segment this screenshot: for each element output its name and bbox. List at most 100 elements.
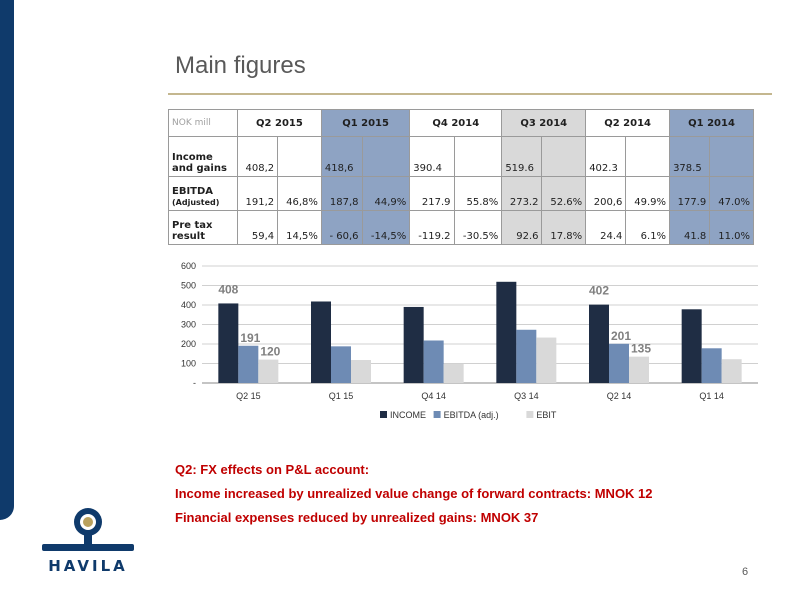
bar <box>443 363 464 383</box>
bar <box>311 301 331 383</box>
cell-pct: 46,8% <box>277 176 322 211</box>
table-corner-label: NOK mill <box>168 109 238 137</box>
y-tick-label: 200 <box>181 339 196 349</box>
x-tick-label: Q1 15 <box>329 391 354 401</box>
cell-pct: 11.0% <box>709 210 754 245</box>
bar <box>629 356 649 383</box>
period-header: Q2 2015 <box>237 109 322 137</box>
y-tick-label: 400 <box>181 300 196 310</box>
bar <box>681 309 702 383</box>
cell-pct <box>453 136 503 177</box>
cell-pct <box>625 136 671 177</box>
row-label: EBITDA (Adjusted) <box>168 176 238 211</box>
cell-pct: 44,9% <box>361 176 411 211</box>
bar <box>258 359 279 383</box>
bar <box>721 359 742 383</box>
period-header: Q2 2014 <box>585 109 671 137</box>
legend-label: INCOME <box>390 410 426 420</box>
legend-label: EBIT <box>536 410 557 420</box>
cell-pct: 49.9% <box>625 176 671 211</box>
fx-notes: Q2: FX effects on P&L account: Income in… <box>175 462 653 534</box>
bar <box>609 343 629 383</box>
cell-pct <box>709 136 754 177</box>
cell-value: 41.8 <box>669 210 711 245</box>
page-title: Main figures <box>175 52 306 79</box>
cell-value: 408,2 <box>236 136 279 177</box>
cell-value: 273.2 <box>501 176 543 211</box>
x-tick-label: Q2 14 <box>607 391 632 401</box>
bar <box>403 306 424 383</box>
cell-pct: -30.5% <box>453 210 503 245</box>
legend-swatch <box>433 411 441 418</box>
table-row-ebitda: EBITDA (Adjusted) 191,2 46,8% 187,8 44,9%… <box>168 176 754 211</box>
cell-pct <box>361 136 411 177</box>
bar <box>238 345 259 383</box>
period-header: Q4 2014 <box>409 109 503 137</box>
x-tick-label: Q1 14 <box>699 391 724 401</box>
data-label: 402 <box>589 284 609 298</box>
period-header: Q3 2014 <box>501 109 587 137</box>
y-tick-label: 500 <box>181 281 196 291</box>
legend-swatch <box>380 411 387 418</box>
cell-pct: -14,5% <box>361 210 411 245</box>
cell-value: 200,6 <box>585 176 627 211</box>
cell-value: 191,2 <box>236 176 279 211</box>
cell-value: 92.6 <box>501 210 543 245</box>
table-row-income: Income and gains 408,2 418,6 390.4 519.6… <box>168 136 754 177</box>
y-tick-label: 300 <box>181 320 196 330</box>
notes-line: Income increased by unrealized value cha… <box>175 486 653 501</box>
y-tick-label: - <box>193 378 196 388</box>
cell-value: - 60,6 <box>320 210 363 245</box>
cell-value: 187,8 <box>320 176 363 211</box>
bar <box>423 340 444 383</box>
bar <box>496 281 517 383</box>
income-ebitda-ebit-chart: - 100 200 300 400 500 600 Q2 15 Q1 15 Q4 14 Q3 14 Q… <box>181 261 758 420</box>
cell-value: 24.4 <box>585 210 627 245</box>
cell-pct <box>277 136 322 177</box>
data-label: 201 <box>611 329 631 343</box>
bar <box>351 359 371 383</box>
bar <box>331 346 351 383</box>
logo-text: HAVILA <box>48 557 128 575</box>
cell-pct: 47.0% <box>709 176 754 211</box>
bar <box>589 304 609 383</box>
page-number: 6 <box>742 566 749 578</box>
row-label: Income and gains <box>168 136 238 177</box>
data-label: 120 <box>260 345 280 359</box>
cell-pct: 52.6% <box>541 176 587 211</box>
main-figures-table: NOK mill Q2 2015 Q1 2015 Q4 2014 Q3 2014… <box>168 109 754 245</box>
period-header: Q1 2015 <box>320 109 411 137</box>
legend-label: EBITDA (adj.) <box>444 410 499 420</box>
notes-line: Financial expenses reduced by unrealized… <box>175 510 539 525</box>
table-row-pretax: Pre tax result 59,4 14,5% - 60,6 -14,5% … <box>168 210 754 245</box>
data-label: 191 <box>240 331 260 345</box>
legend-swatch <box>526 411 534 418</box>
cell-pct <box>541 136 587 177</box>
data-label: 135 <box>631 342 651 356</box>
cell-value: 418,6 <box>320 136 363 177</box>
x-tick-label: Q4 14 <box>421 391 446 401</box>
title-divider <box>168 93 772 95</box>
cell-pct: 17.8% <box>541 210 587 245</box>
notes-heading: Q2: FX effects on P&L account: <box>175 462 370 477</box>
cell-value: 390.4 <box>409 136 455 177</box>
cell-value: 378.5 <box>669 136 711 177</box>
y-tick-label: 600 <box>181 261 196 271</box>
cell-value: 59,4 <box>236 210 279 245</box>
data-label: 408 <box>218 282 238 296</box>
period-header: Q1 2014 <box>669 109 754 137</box>
table-header-row: NOK mill Q2 2015 Q1 2015 Q4 2014 Q3 2014… <box>168 109 754 137</box>
x-tick-label: Q2 15 <box>236 391 261 401</box>
bar <box>536 337 557 383</box>
cell-value: -119.2 <box>409 210 455 245</box>
left-accent-bar <box>0 0 14 520</box>
bar <box>701 348 722 383</box>
bar <box>516 329 537 383</box>
cell-pct: 14,5% <box>277 210 322 245</box>
havila-logo-icon <box>42 508 134 551</box>
cell-pct: 55.8% <box>453 176 503 211</box>
cell-pct: 6.1% <box>625 210 671 245</box>
row-label: Pre tax result <box>168 210 238 245</box>
cell-value: 402.3 <box>585 136 627 177</box>
cell-value: 217.9 <box>409 176 455 211</box>
